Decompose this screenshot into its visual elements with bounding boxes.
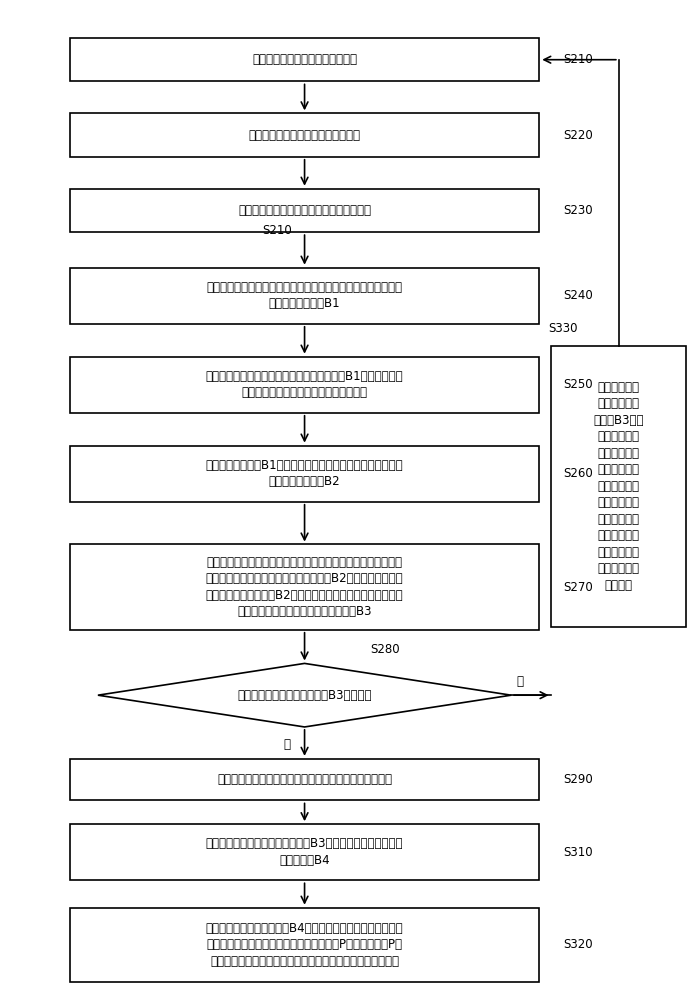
Text: S260: S260	[563, 467, 593, 480]
Text: S220: S220	[563, 129, 593, 142]
Text: 获取电子地图上新增道路或修改道路: 获取电子地图上新增道路或修改道路	[248, 129, 361, 142]
FancyBboxPatch shape	[70, 908, 539, 982]
Polygon shape	[98, 663, 511, 727]
Text: S240: S240	[563, 289, 593, 302]
FancyBboxPatch shape	[70, 113, 539, 157]
FancyBboxPatch shape	[70, 38, 539, 81]
Text: 获取所述电子地图上位于所述第一文字缓冲区B1内的已有显示
文字，计算所述已有显示文字的显示区域: 获取所述电子地图上位于所述第一文字缓冲区B1内的已有显示 文字，计算所述已有显示…	[206, 370, 403, 399]
Text: 获取需要标注显示文字的第二道路上所创建的第三文字缓冲区，
所述第三文字缓冲区与所述第二文字缓冲B2区具有重叠区域，
在所述第二文字缓冲区B2内去除所述重叠区域，: 获取需要标注显示文字的第二道路上所创建的第三文字缓冲区， 所述第三文字缓冲区与所…	[206, 556, 403, 618]
Text: S330: S330	[548, 322, 578, 335]
Text: 舍弃此次对第
一道路文字标
注区域B3的确
定，首先确定
其他需要标注
显示文字第二
道路的文字标
注区域，并将
所确定第二道
路的文字标注
区域设定为已
有显: 舍弃此次对第 一道路文字标 注区域B3的确 定，首先确定 其他需要标注 显示文字…	[594, 381, 644, 592]
Text: 是: 是	[517, 675, 524, 688]
Text: S250: S250	[563, 378, 593, 391]
Text: 在第一显示等级的电子地图上创建坐标格网: 在第一显示等级的电子地图上创建坐标格网	[238, 204, 371, 217]
FancyBboxPatch shape	[552, 346, 686, 627]
Text: 否: 否	[284, 738, 291, 751]
FancyBboxPatch shape	[70, 357, 539, 413]
Text: 获取在第一显示等级下的电子地图: 获取在第一显示等级下的电子地图	[252, 53, 357, 66]
Text: S230: S230	[563, 204, 593, 217]
Text: S210: S210	[262, 224, 292, 237]
FancyBboxPatch shape	[70, 824, 539, 880]
Text: S280: S280	[370, 643, 400, 656]
Text: S310: S310	[563, 846, 593, 859]
Text: S320: S320	[563, 938, 593, 951]
Text: 依次获得所述第一道路在所有显示等级下的文字标注区域: 依次获得所述第一道路在所有显示等级下的文字标注区域	[217, 773, 392, 786]
Text: 判断此次计算的文字标注区域B3是否为零: 判断此次计算的文字标注区域B3是否为零	[237, 689, 372, 702]
FancyBboxPatch shape	[70, 189, 539, 232]
FancyBboxPatch shape	[70, 446, 539, 502]
Text: S290: S290	[563, 773, 593, 786]
Text: S210: S210	[563, 53, 593, 66]
Text: 计算在所述第四文字缓冲区B4内，与所述已有显示文字的显示
区域及所述第三文字缓冲区距离最远的位置P，将所述位置P设
定为所述第一道路在所述第一显示等级下显示文字: 计算在所述第四文字缓冲区B4内，与所述已有显示文字的显示 区域及所述第三文字缓冲…	[206, 922, 403, 968]
FancyBboxPatch shape	[70, 268, 539, 324]
Text: 在第一文字缓冲区B1内去除所述已有显示文字的显示区域，获
得第二文字缓冲区B2: 在第一文字缓冲区B1内去除所述已有显示文字的显示区域，获 得第二文字缓冲区B2	[206, 459, 403, 488]
FancyBboxPatch shape	[70, 759, 539, 800]
Text: 在第一显示等级下，对处于坐标格网的每一网格内的第一道路创
建第一文字缓冲区B1: 在第一显示等级下，对处于坐标格网的每一网格内的第一道路创 建第一文字缓冲区B1	[207, 281, 403, 310]
FancyBboxPatch shape	[70, 544, 539, 630]
Text: S270: S270	[563, 581, 593, 594]
Text: 对每一显示等级下的文字标注区域B3进行相交运算，获得第四
文字缓冲区B4: 对每一显示等级下的文字标注区域B3进行相交运算，获得第四 文字缓冲区B4	[206, 837, 403, 867]
